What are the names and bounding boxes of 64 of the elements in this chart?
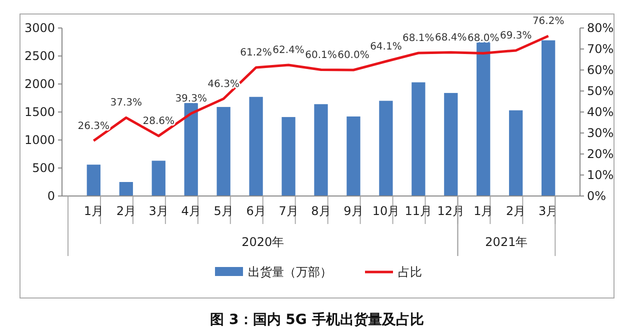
data-label: 26.3% bbox=[78, 120, 110, 132]
y-tick-label: 3000 bbox=[24, 21, 55, 36]
x-tick-label: 3月 bbox=[148, 204, 168, 218]
x-tick-label: 7月 bbox=[278, 204, 298, 218]
y2-tick-label: 10% bbox=[587, 168, 614, 182]
y2-tick-label: 80% bbox=[587, 21, 614, 36]
bar bbox=[509, 110, 523, 196]
text: 2020年 bbox=[242, 235, 284, 249]
data-label: 28.6% bbox=[142, 116, 175, 127]
y2-tick-label: 60% bbox=[587, 63, 614, 78]
bar bbox=[249, 96, 263, 196]
x-tick-label: 4月 bbox=[181, 204, 201, 218]
y2-tick-label: 40% bbox=[587, 105, 614, 120]
legend-label: 占比 bbox=[398, 265, 422, 280]
x-tick-label: 6月 bbox=[246, 204, 266, 218]
text: 图 3：国内 5G 手机出货量及占比 bbox=[210, 311, 424, 328]
data-label: 37.3% bbox=[110, 98, 142, 109]
x-tick-label: 5月 bbox=[214, 204, 234, 218]
x-tick-label: 1月 bbox=[84, 204, 104, 218]
legend-label: 出货量（万部） bbox=[248, 265, 332, 280]
y-tick-label: 0 bbox=[47, 189, 55, 204]
y2-tick-label: 30% bbox=[587, 126, 614, 140]
y2-tick-label: 0% bbox=[587, 189, 606, 204]
text: 2021年 bbox=[485, 235, 528, 249]
x-tick-label: 12月 bbox=[437, 204, 465, 218]
data-label: 61.2% bbox=[240, 47, 272, 58]
x-tick-label: 11月 bbox=[404, 204, 432, 218]
x-tick-label: 2月 bbox=[506, 204, 526, 218]
data-label: 68.0% bbox=[467, 33, 500, 44]
data-label: 69.3% bbox=[500, 30, 532, 42]
y-tick-label: 2000 bbox=[24, 77, 55, 92]
data-label: 68.1% bbox=[402, 32, 434, 44]
bar bbox=[152, 160, 166, 196]
bar bbox=[282, 117, 296, 196]
x-tick-label: 9月 bbox=[344, 204, 364, 218]
bar bbox=[216, 106, 230, 196]
y2-tick-label: 50% bbox=[587, 84, 614, 98]
data-label: 60.1% bbox=[305, 50, 337, 61]
bar bbox=[412, 82, 426, 196]
bar bbox=[119, 182, 133, 196]
bar bbox=[542, 40, 556, 196]
bar bbox=[476, 41, 490, 196]
data-label: 60.0% bbox=[338, 50, 370, 61]
bar bbox=[346, 116, 360, 196]
bar bbox=[184, 103, 198, 196]
y2-tick-label: 70% bbox=[587, 42, 614, 56]
data-label: 64.1% bbox=[370, 41, 402, 52]
x-tick-label: 1月 bbox=[474, 204, 494, 218]
y-tick-label: 1000 bbox=[24, 133, 55, 148]
data-label: 76.2% bbox=[532, 16, 564, 27]
x-tick-label: 10月 bbox=[372, 204, 400, 218]
x-tick-label: 8月 bbox=[311, 204, 331, 218]
data-label: 68.4% bbox=[435, 32, 467, 44]
data-label: 39.3% bbox=[175, 93, 207, 104]
bar bbox=[314, 104, 328, 196]
y-tick-label: 2500 bbox=[24, 49, 55, 64]
y-tick-label: 500 bbox=[32, 161, 55, 176]
bar bbox=[379, 100, 393, 196]
data-label: 62.4% bbox=[272, 44, 304, 56]
bar bbox=[86, 164, 100, 196]
y-tick-label: 1500 bbox=[24, 105, 55, 120]
bar bbox=[444, 92, 458, 196]
x-tick-label: 2月 bbox=[116, 204, 136, 218]
y2-tick-label: 20% bbox=[587, 147, 614, 162]
